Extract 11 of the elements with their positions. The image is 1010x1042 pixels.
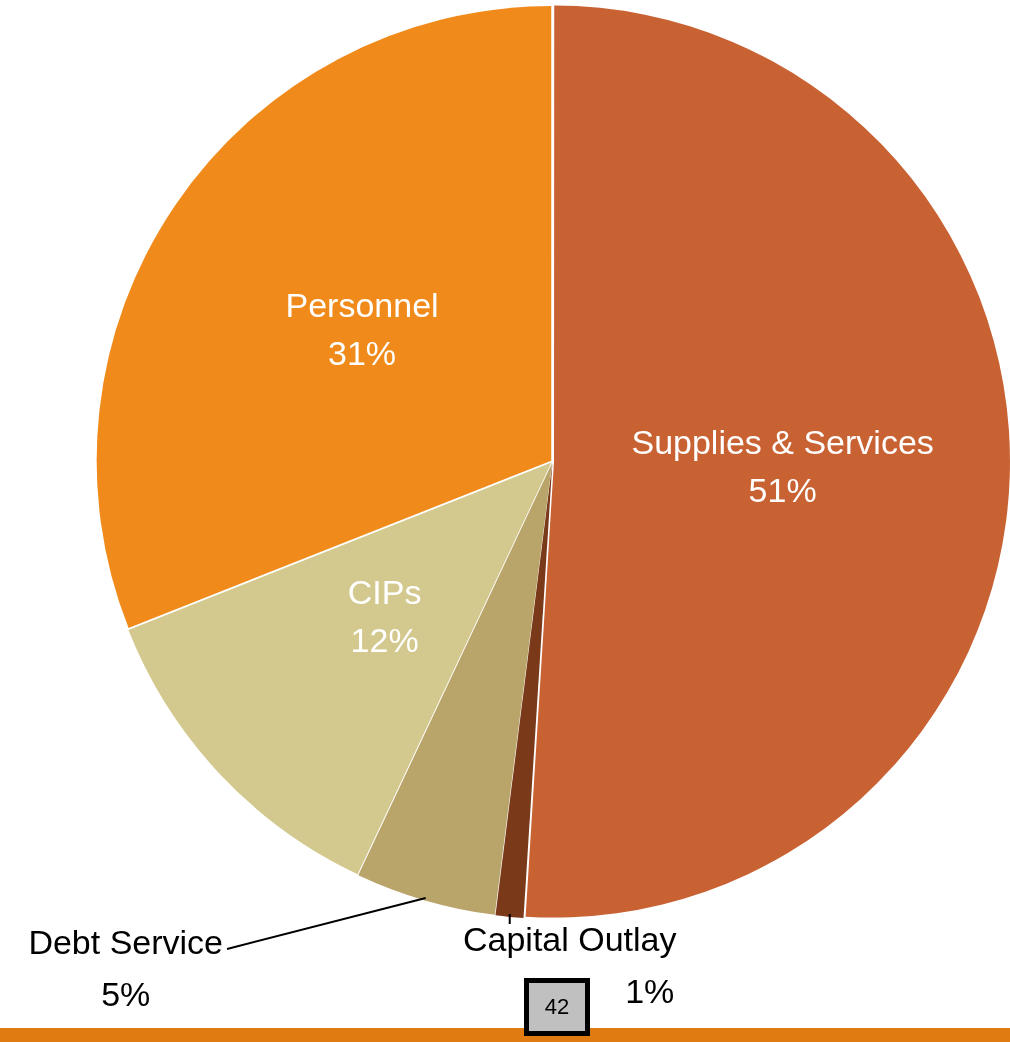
slice-label: CIPs	[347, 573, 422, 612]
data-label: 51%	[748, 471, 817, 510]
data-label: 5%	[101, 975, 151, 1014]
data-label: 1%	[625, 972, 675, 1011]
slice-label: Capital Outlay	[462, 920, 677, 959]
text: 42	[524, 978, 590, 1036]
data-label: 12%	[350, 621, 419, 660]
slice-label: Personnel	[285, 286, 439, 325]
data-label: 31%	[328, 334, 397, 373]
slice-label: Supplies & Services	[631, 423, 934, 462]
slice-label: Debt Service	[28, 923, 224, 962]
